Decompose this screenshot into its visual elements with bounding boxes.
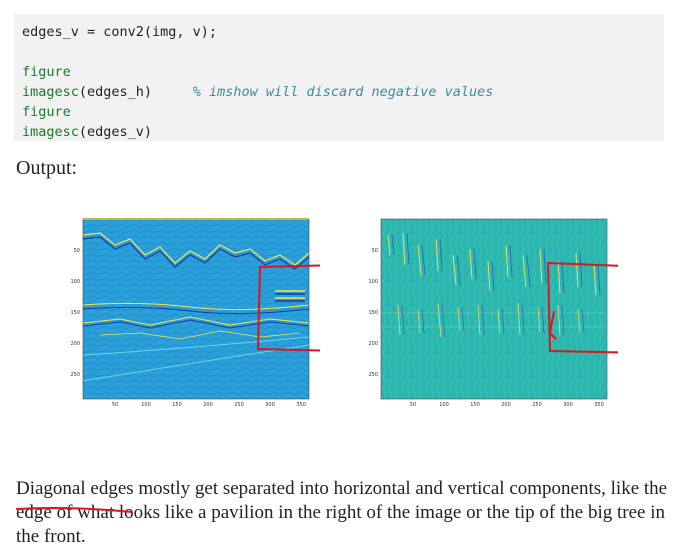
y-tick: 100	[368, 279, 378, 285]
explanation-paragraph: Diagonal edges mostly get separated into…	[16, 477, 676, 549]
y-tick: 200	[368, 341, 378, 347]
output-label: Output:	[16, 157, 78, 179]
paragraph-rest: mostly get separated into horizontal and…	[16, 478, 668, 547]
code-line-imagesc-h: imagesc(edges_h) % imshow will discard n…	[22, 84, 494, 100]
x-tick: 100	[439, 402, 449, 408]
y-tick: 50	[372, 248, 378, 254]
code-comment: % imshow will discard negative values	[192, 84, 494, 100]
y-tick-labels: 50 100 150 200 250	[368, 248, 378, 378]
x-tick: 250	[234, 402, 244, 408]
code-blank-line	[22, 42, 656, 62]
underlined-phrase: Diagonal edges	[16, 478, 134, 499]
code-line-figure-2: figure	[22, 104, 71, 120]
code-line-imagesc-v: imagesc(edges_v)	[22, 124, 153, 140]
x-tick: 200	[501, 402, 511, 408]
y-tick: 150	[70, 310, 80, 316]
x-tick: 350	[594, 402, 604, 408]
annotation-box	[256, 264, 320, 352]
y-tick: 200	[70, 341, 80, 347]
y-tick: 100	[70, 279, 80, 285]
code-block: edges_v = conv2(img, v); figure imagesc(…	[14, 14, 664, 141]
x-tick: 150	[470, 402, 480, 408]
x-tick: 50	[112, 402, 118, 408]
y-tick-labels: 50 100 150 200 250	[70, 248, 80, 378]
y-tick: 150	[368, 310, 378, 316]
edge-band	[82, 302, 310, 311]
x-tick: 50	[410, 402, 416, 408]
plot-edges-h: 50 100 150 200 250 50 100 150 200 250 30…	[70, 218, 320, 408]
code-line-figure-1: figure	[22, 64, 71, 80]
edge-skyline	[82, 232, 310, 266]
x-tick: 300	[265, 402, 275, 408]
annotation-mark	[548, 310, 557, 340]
annotation-box	[546, 261, 618, 354]
plot-edges-v: 50 100 150 200 250 50 100 150 200 250 30…	[368, 218, 618, 408]
x-tick: 300	[563, 402, 573, 408]
y-tick: 250	[70, 372, 80, 378]
annotation-underline	[15, 507, 133, 513]
x-tick: 100	[141, 402, 151, 408]
x-tick: 250	[532, 402, 542, 408]
x-tick: 150	[172, 402, 182, 408]
x-tick-labels: 50 100 150 200 250 300 350	[410, 402, 604, 408]
x-tick-labels: 50 100 150 200 250 300 350	[112, 402, 306, 408]
y-tick: 250	[368, 372, 378, 378]
x-tick: 200	[203, 402, 213, 408]
y-tick: 50	[74, 248, 80, 254]
x-tick: 350	[296, 402, 306, 408]
code-line-1: edges_v = conv2(img, v);	[22, 24, 218, 40]
